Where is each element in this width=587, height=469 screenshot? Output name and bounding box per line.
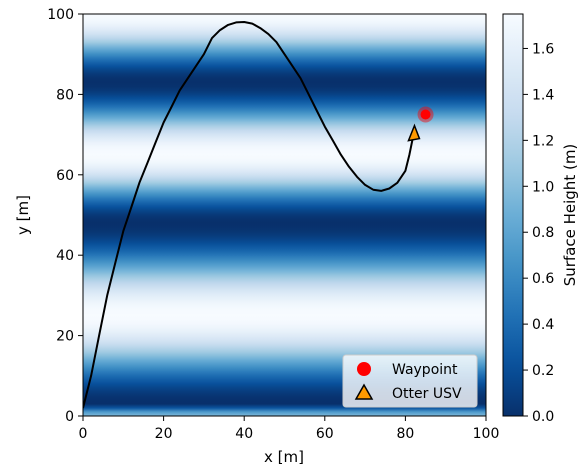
x-tick-label: 0 xyxy=(79,426,88,442)
usv-trajectory-layer xyxy=(83,21,415,409)
y-tick-label: 60 xyxy=(56,168,74,184)
colorbar-tick-label: 0.6 xyxy=(532,271,554,287)
colorbar-tick-label: 0.4 xyxy=(532,317,554,333)
x-tick-label: 40 xyxy=(235,426,253,442)
x-tick-label: 20 xyxy=(155,426,173,442)
colorbar-label: Surface Height (m) xyxy=(561,144,579,287)
legend-usv-label: Otter USV xyxy=(392,386,462,402)
x-tick-label: 80 xyxy=(396,426,414,442)
y-axis: 0 20 40 60 80 100 xyxy=(47,7,83,425)
legend-waypoint-marker xyxy=(357,362,371,376)
legend: Waypoint Otter USV xyxy=(342,354,478,408)
colorbar-tick-label: 0.0 xyxy=(532,409,554,425)
y-tick-label: 0 xyxy=(65,409,74,425)
colorbar-tick-label: 0.8 xyxy=(532,225,554,241)
y-tick-label: 100 xyxy=(47,7,74,23)
legend-box xyxy=(342,354,478,408)
usv-trajectory xyxy=(83,21,415,409)
x-tick-label: 60 xyxy=(316,426,334,442)
y-tick-label: 20 xyxy=(56,329,74,345)
colorbar-tick-label: 1.6 xyxy=(532,41,554,57)
colorbar-tick-label: 0.2 xyxy=(532,363,554,379)
colorbar xyxy=(502,13,524,417)
x-tick-label: 100 xyxy=(473,426,500,442)
x-axis-label: x [m] xyxy=(264,448,304,466)
plot-frame xyxy=(82,13,487,417)
y-tick-label: 40 xyxy=(56,248,74,264)
x-axis: 0 20 40 60 80 100 xyxy=(79,416,500,442)
legend-usv-marker xyxy=(354,383,374,400)
colorbar-tick-label: 1.4 xyxy=(532,87,554,103)
colorbar-axis: 0.0 0.2 0.4 0.6 0.8 1.0 1.2 1.4 1.6 xyxy=(523,41,554,425)
colorbar-tick-label: 1.2 xyxy=(532,133,554,149)
colorbar-tick-label: 1.0 xyxy=(532,179,554,195)
otter-usv-marker xyxy=(407,123,421,142)
waypoint-marker xyxy=(420,109,431,120)
y-axis-label: y [m] xyxy=(14,195,32,235)
y-tick-label: 80 xyxy=(56,87,74,103)
surface-heatmap xyxy=(83,14,486,416)
legend-waypoint-label: Waypoint xyxy=(392,362,458,378)
marker-layer xyxy=(407,106,434,142)
